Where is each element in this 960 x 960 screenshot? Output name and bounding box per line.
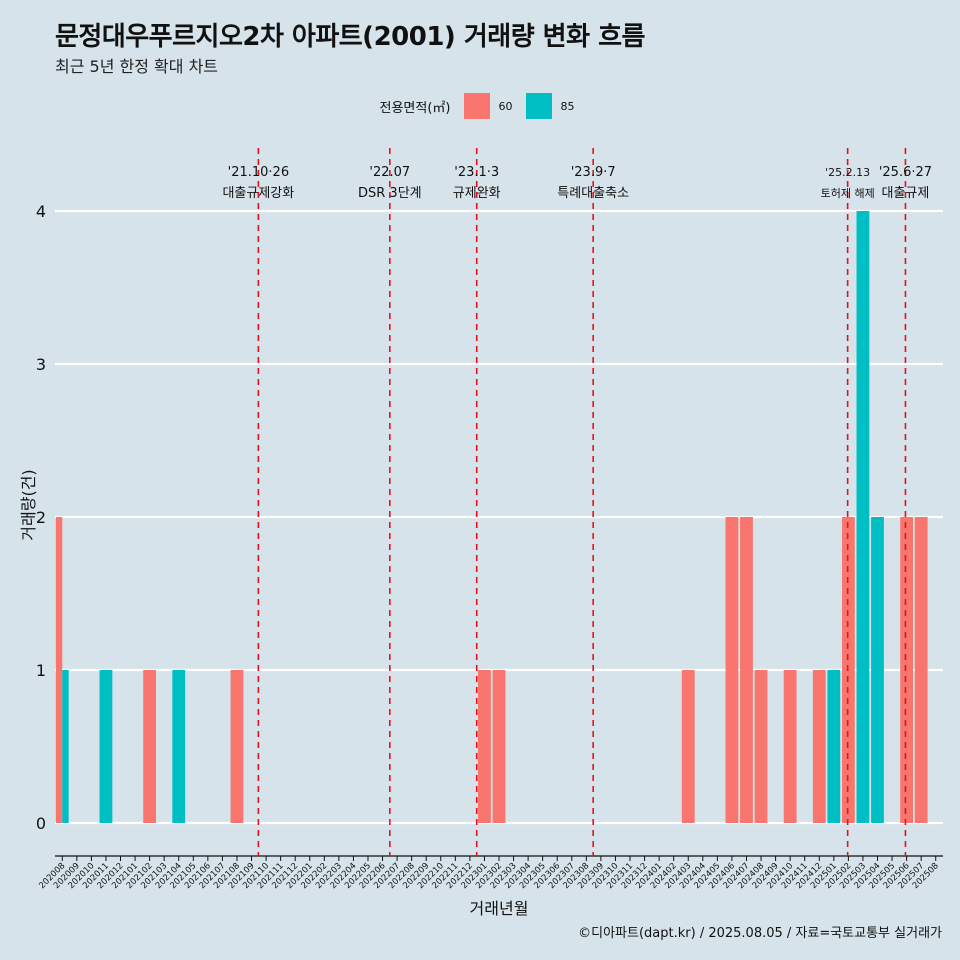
bar-202301-60 [478, 670, 491, 823]
bar-202504-85 [871, 517, 884, 823]
y-tick-label-2: 2 [36, 508, 46, 527]
bar-202406-60 [725, 517, 739, 823]
x-axis-title: 거래년월 [470, 899, 529, 918]
bar-202407-60 [740, 517, 753, 823]
bar-202507-60 [914, 517, 928, 823]
y-tick-label-3: 3 [36, 355, 46, 374]
bar-202011-85 [99, 670, 113, 823]
chart-title: 문정대우푸르지오2차 아파트(2001) 거래량 변화 흐름 [55, 22, 645, 52]
bar-202408-60 [754, 670, 768, 823]
bar-202412-60 [812, 670, 826, 823]
event-label-2: 규제완화 [453, 186, 501, 201]
bar-202302-60 [492, 670, 506, 823]
event-date-2: '23.1·3 [454, 165, 499, 180]
bar-202506-60 [900, 517, 914, 823]
legend-title: 전용면적(㎡) [379, 100, 451, 116]
event-label-3: 특례대출축소 [557, 186, 629, 201]
bar-202503-85 [856, 211, 870, 823]
event-label-1: DSR 3단계 [358, 186, 422, 201]
bar-202104-85 [172, 670, 186, 823]
legend: 전용면적(㎡) 60 85 [0, 93, 960, 119]
bar-202008-85 [62, 670, 69, 823]
legend-swatch-85 [526, 93, 553, 119]
event-date-4: '25.2.13 [825, 166, 870, 179]
legend-label-60: 60 [498, 99, 513, 113]
y-axis-title: 거래량(건) [19, 469, 38, 540]
legend-swatch-60 [464, 93, 491, 119]
chart-subtitle: 최근 5년 한정 확대 차트 [55, 57, 219, 76]
bar-202501-85 [827, 670, 841, 823]
event-date-3: '23.9·7 [571, 165, 616, 180]
event-label-4: 토허제 해제 [821, 186, 875, 200]
bar-202403-60 [681, 670, 695, 823]
event-date-5: '25.6·27 [879, 165, 932, 180]
legend-item-85: 85 [526, 93, 574, 119]
bar-202008-60 [55, 517, 63, 823]
y-tick-label-0: 0 [36, 814, 46, 833]
event-date-0: '21.10·26 [228, 165, 289, 180]
event-label-5: 대출규제 [882, 186, 930, 201]
event-date-1: '22.07 [369, 165, 410, 180]
source-caption: ©디아파트(dapt.kr) / 2025.08.05 / 자료=국토교통부 실… [578, 926, 942, 941]
legend-label-85: 85 [560, 99, 575, 113]
y-tick-label-4: 4 [36, 202, 46, 221]
bar-202410-60 [783, 670, 797, 823]
event-label-0: 대출규제강화 [222, 186, 294, 201]
bar-202102-60 [143, 670, 157, 823]
y-tick-label-1: 1 [36, 661, 46, 680]
legend-item-60: 60 [464, 93, 512, 119]
bar-202108-60 [230, 670, 244, 823]
